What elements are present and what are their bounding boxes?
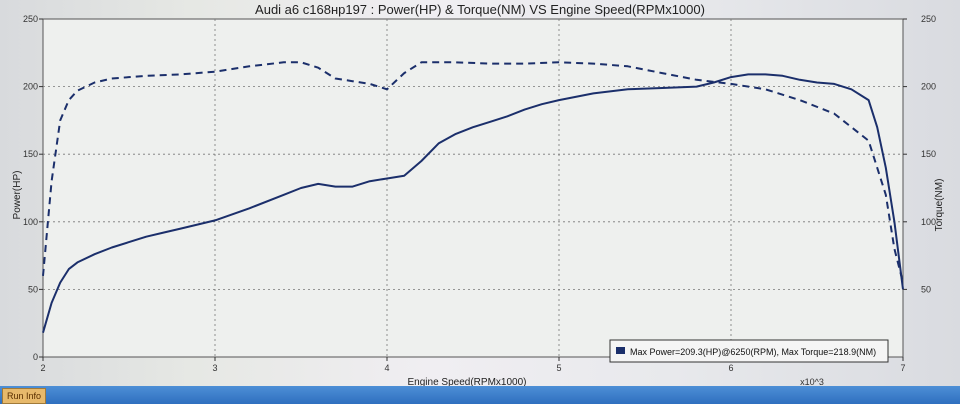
right-axis-title: Torque(NM) xyxy=(934,179,945,232)
left-tick-label-3: 150 xyxy=(23,149,38,159)
legend-label: Max Power=209.3(HP)@6250(RPM), Max Torqu… xyxy=(630,347,876,357)
right-axis-ticks: 50 100 150 200 250 xyxy=(903,14,936,294)
x-axis-title: Engine Speed(RPMx1000) xyxy=(408,377,527,388)
legend-box xyxy=(609,339,889,363)
left-tick-label-2: 100 xyxy=(23,217,38,227)
right-tick-label-3: 200 xyxy=(921,82,936,92)
x-tick-label-0: 2 xyxy=(40,363,45,373)
left-tick-label-0: 0 xyxy=(33,352,38,362)
x-tick-label-2: 4 xyxy=(384,363,389,373)
right-tick-label-2: 150 xyxy=(921,149,936,159)
x-tick-label-4: 6 xyxy=(728,363,733,373)
chart-title: Audi a6 c168нр197 : Power(HP) & Torque(N… xyxy=(255,2,705,17)
power-line xyxy=(42,73,904,333)
torque-line xyxy=(42,61,904,283)
x-multiplier-label: x10^3 xyxy=(800,377,824,387)
x-tick-label-5: 7 xyxy=(900,363,905,373)
left-axis-ticks: 0 50 100 150 200 250 xyxy=(23,14,43,362)
plot-background xyxy=(42,18,904,358)
x-tick-label-3: 5 xyxy=(556,363,561,373)
right-tick-label-1: 100 xyxy=(921,217,936,227)
right-tick-label-4: 250 xyxy=(921,14,936,24)
left-tick-label-4: 200 xyxy=(23,82,38,92)
left-axis-title: Power(HP) xyxy=(12,171,23,220)
run-info-button[interactable]: Run Info xyxy=(2,388,47,404)
legend: Max Power=209.3(HP)@6250(RPM), Max Torqu… xyxy=(609,339,889,363)
x-tick-label-1: 3 xyxy=(212,363,217,373)
taskbar xyxy=(0,386,960,404)
right-tick-label-0: 50 xyxy=(921,284,931,294)
series-layer xyxy=(42,61,904,333)
grid-lines xyxy=(43,19,903,357)
legend-swatch xyxy=(616,347,625,354)
left-tick-label-1: 50 xyxy=(28,284,38,294)
left-tick-label-5: 250 xyxy=(23,14,38,24)
